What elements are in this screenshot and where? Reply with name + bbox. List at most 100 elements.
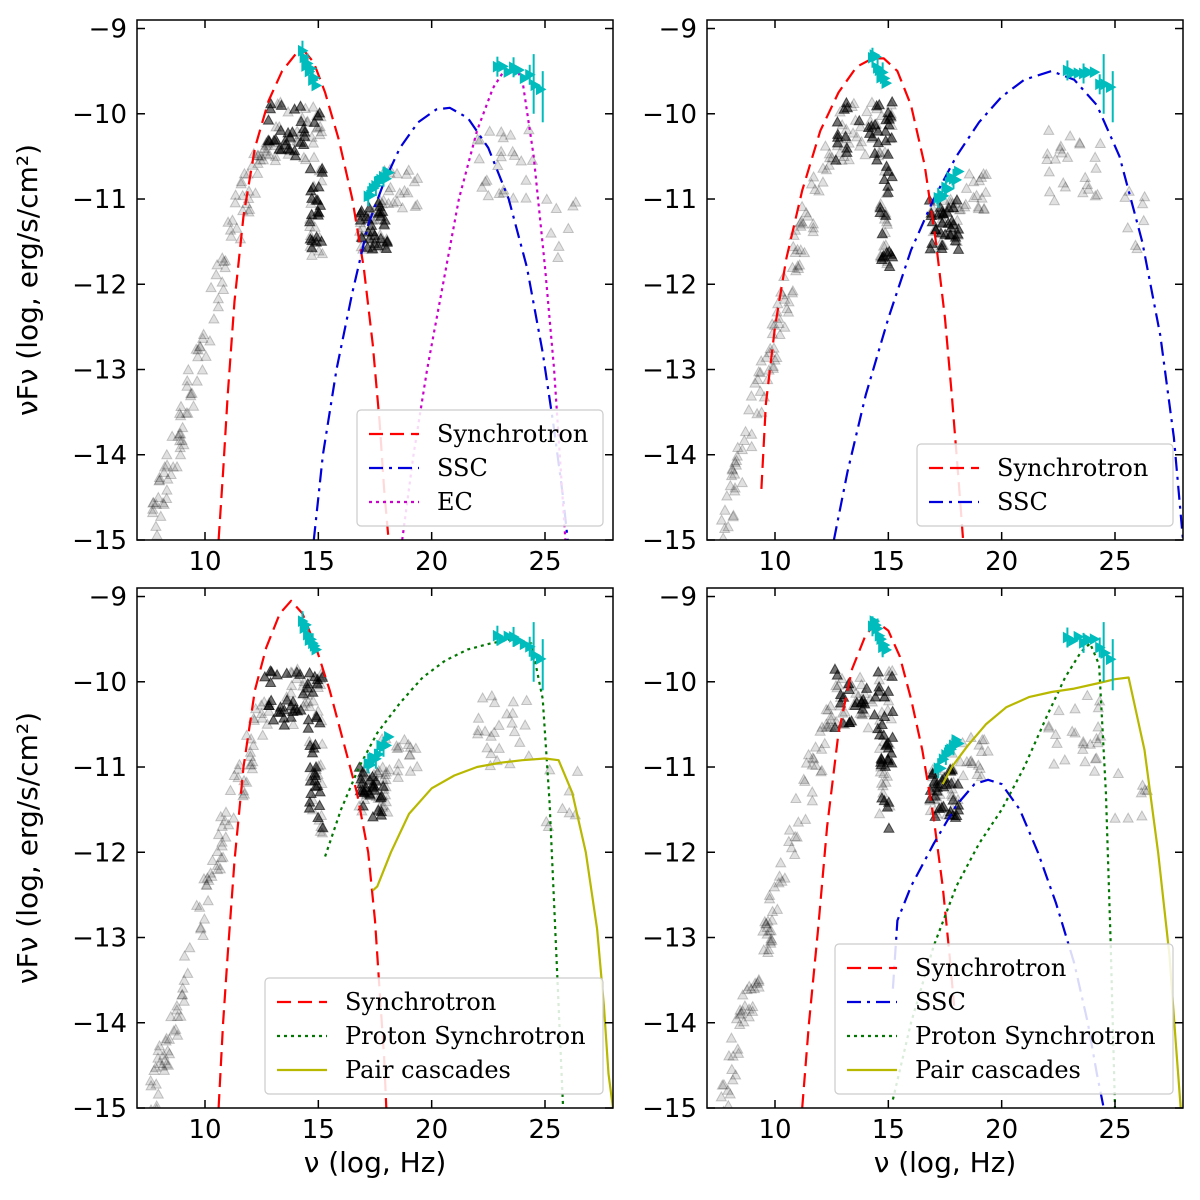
archival-point xyxy=(1048,758,1060,769)
archival-point xyxy=(316,826,329,838)
archival-point xyxy=(806,786,819,797)
archival-point xyxy=(392,771,405,782)
archival-point xyxy=(153,471,166,483)
archival-point xyxy=(806,794,819,806)
archival-point xyxy=(495,125,508,137)
archival-point xyxy=(303,796,316,807)
archival-point xyxy=(760,917,773,929)
plot-area xyxy=(715,615,1182,1108)
archival-point xyxy=(480,174,493,185)
archival-point xyxy=(158,1054,171,1065)
archival-point xyxy=(843,153,855,165)
archival-point xyxy=(855,696,868,708)
archival-point xyxy=(947,201,960,213)
archival-point xyxy=(393,187,406,198)
archival-point xyxy=(725,1063,738,1074)
archival-point xyxy=(936,216,948,228)
archival-point xyxy=(746,1005,759,1016)
archival-point xyxy=(820,163,833,175)
archival-point xyxy=(1136,779,1149,790)
archival-point xyxy=(751,977,764,988)
legend-label-ssc: SSC xyxy=(915,988,966,1016)
archival-point xyxy=(246,159,259,170)
archival-point xyxy=(880,215,893,227)
archival-point xyxy=(297,679,309,691)
archival-point xyxy=(173,427,186,439)
archival-point xyxy=(401,186,414,198)
archival-point xyxy=(873,807,886,819)
archival-point xyxy=(543,763,556,775)
archival-point xyxy=(507,695,520,707)
archival-point xyxy=(815,743,828,754)
archival-point xyxy=(377,773,390,785)
archival-point xyxy=(174,1010,187,1021)
archival-point xyxy=(864,693,876,704)
archival-point xyxy=(783,295,795,307)
archival-point xyxy=(878,691,891,702)
archival-point xyxy=(876,227,889,239)
data-point xyxy=(519,72,531,85)
archival-point xyxy=(882,106,894,118)
archival-point xyxy=(254,153,267,165)
y-axis-label: νFν (log, erg/s/cm²) xyxy=(11,144,44,416)
archival-point xyxy=(356,221,369,233)
archival-point xyxy=(379,768,392,780)
data-point xyxy=(1089,66,1101,79)
legend: Synchrotron SSC EC xyxy=(356,409,604,527)
archival-point xyxy=(392,757,405,769)
data-point xyxy=(954,165,965,178)
archival-point xyxy=(306,131,318,142)
archival-point xyxy=(807,170,820,182)
archival-point xyxy=(954,203,967,214)
archival-point xyxy=(724,479,737,491)
archival-point xyxy=(878,710,891,721)
archival-point xyxy=(148,554,158,563)
archival-point xyxy=(550,202,563,213)
archival-point xyxy=(882,186,894,197)
archival-point xyxy=(849,114,862,125)
archival-point xyxy=(939,228,952,239)
axes-frame xyxy=(136,19,614,541)
archival-point xyxy=(1136,809,1148,821)
archival-point xyxy=(482,189,495,201)
archival-point xyxy=(508,149,521,160)
archival-point xyxy=(809,183,821,195)
archival-point xyxy=(200,879,213,890)
archival-point xyxy=(935,242,948,253)
archival-point xyxy=(160,448,173,460)
archival-point xyxy=(278,719,291,730)
archival-point xyxy=(176,988,189,1000)
archival-point xyxy=(306,746,319,758)
archival-point xyxy=(814,725,826,736)
archival-point xyxy=(882,165,895,176)
archival-point xyxy=(850,687,862,698)
data-point xyxy=(1073,67,1085,80)
archival-point xyxy=(1041,153,1053,165)
archival-point xyxy=(781,302,793,314)
archival-point xyxy=(214,862,227,874)
archival-point xyxy=(165,1010,177,1022)
x-tick-label: 10 xyxy=(758,547,791,577)
archival-point xyxy=(1082,183,1095,194)
data-point xyxy=(503,630,515,643)
archival-point xyxy=(479,175,492,187)
y-tick-label: −13 xyxy=(72,924,127,954)
archival-point xyxy=(279,134,292,146)
archival-point xyxy=(877,779,889,791)
archival-point xyxy=(310,710,323,721)
archival-point xyxy=(372,804,385,815)
archival-point xyxy=(506,707,519,718)
archival-point xyxy=(753,973,765,985)
archival-point xyxy=(1139,783,1151,795)
archival-point xyxy=(1091,188,1104,200)
archival-point xyxy=(854,120,867,132)
archival-point xyxy=(1069,726,1081,738)
y-tick-label: −9 xyxy=(89,15,127,45)
archival-point xyxy=(953,203,966,215)
archival-point xyxy=(506,717,518,728)
archival-point xyxy=(281,694,293,705)
archival-point xyxy=(739,999,751,1011)
archival-point xyxy=(178,950,191,961)
archival-point xyxy=(1054,143,1067,154)
archival-point xyxy=(807,752,820,764)
